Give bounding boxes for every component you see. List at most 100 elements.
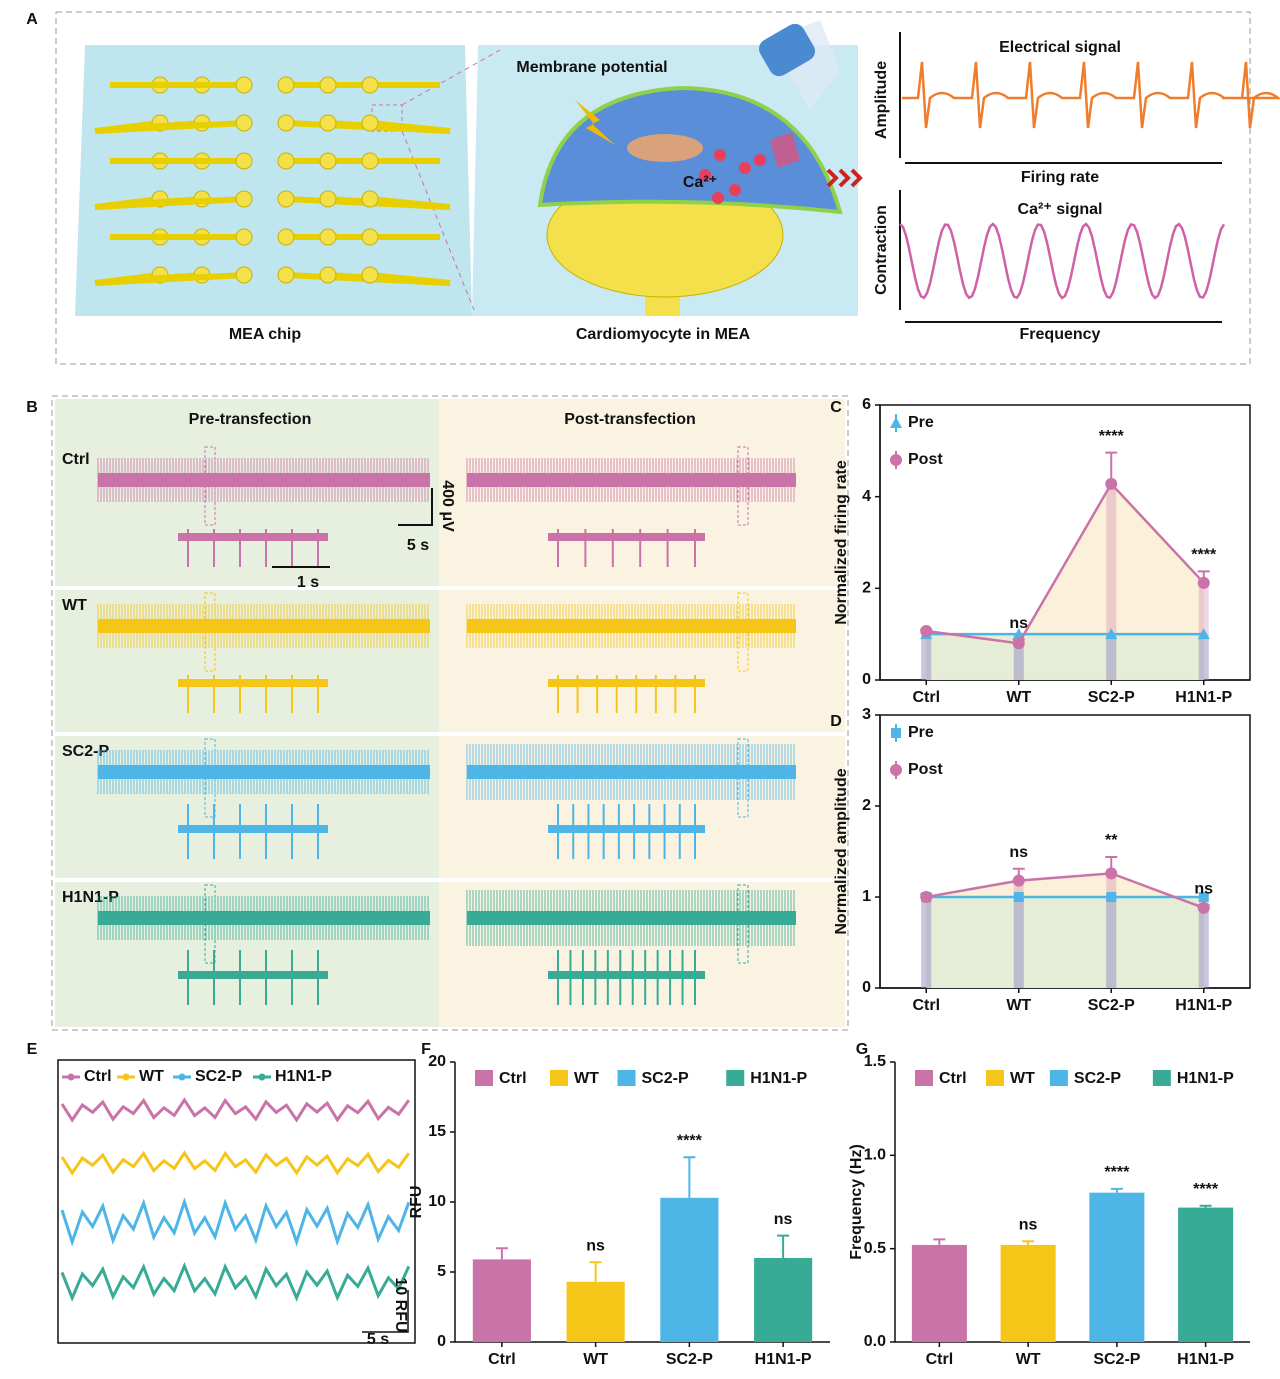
trace-band — [467, 473, 796, 487]
legend-label: H1N1-P — [275, 1068, 332, 1085]
area — [926, 483, 1204, 680]
x-tick-label: Ctrl — [912, 997, 940, 1014]
lightning — [575, 100, 615, 145]
y-tick-label: 1.0 — [864, 1147, 886, 1164]
significance: **** — [1104, 1164, 1130, 1181]
marker — [1197, 901, 1210, 914]
legend-label: Post — [908, 451, 943, 468]
significance: **** — [1191, 547, 1217, 564]
x-tick-label: H1N1-P — [1175, 997, 1232, 1014]
legend-label: Pre — [908, 724, 934, 741]
thin-bar — [1013, 634, 1024, 680]
scale-label: 1 s — [297, 574, 319, 591]
chip-pad — [235, 152, 253, 170]
marker — [891, 728, 901, 738]
inset-band — [548, 971, 705, 979]
group-label: H1N1-P — [62, 889, 119, 906]
calcium-ion — [712, 192, 724, 204]
annotation: Ca²⁺ signal — [1018, 201, 1103, 218]
marker — [890, 417, 902, 428]
bar — [754, 1258, 813, 1342]
chip-pad — [361, 228, 379, 246]
legend-swatch — [617, 1070, 636, 1086]
legend-swatch — [986, 1070, 1004, 1086]
chip-trace — [94, 272, 245, 286]
chip-pad — [235, 114, 253, 132]
y-tick-label: 0 — [862, 979, 871, 996]
error-bar — [495, 1247, 508, 1260]
y-axis-label: Normalized firing rate — [833, 460, 850, 625]
inset-band — [178, 679, 328, 687]
panel-letter: E — [27, 1041, 38, 1058]
nucleus — [627, 134, 703, 162]
bar — [566, 1281, 625, 1342]
y-axis-label: Normalized amplitude — [833, 768, 850, 934]
marker — [1106, 892, 1117, 902]
marker — [1197, 576, 1210, 589]
thin-bar — [921, 897, 932, 988]
marker — [1105, 867, 1118, 880]
legend-label: Pre — [908, 414, 934, 431]
bar — [660, 1197, 719, 1342]
legend-label: H1N1-P — [750, 1070, 807, 1087]
scale-bar — [362, 1290, 409, 1333]
chip-pad — [277, 228, 295, 246]
bar — [1000, 1244, 1056, 1342]
area — [926, 634, 1204, 680]
line — [926, 481, 1205, 645]
chip-pad — [361, 190, 379, 208]
y-axis-label: RFU — [408, 1186, 425, 1219]
inset-spikes — [187, 529, 319, 567]
marker — [1197, 628, 1210, 640]
y-tick-label: 0 — [437, 1333, 446, 1350]
x-tick-label: H1N1-P — [755, 1351, 812, 1368]
annotation: Ca²⁺ — [683, 174, 717, 191]
bar — [1178, 1207, 1234, 1342]
chip-pad — [277, 266, 295, 284]
y-tick-label: 0.5 — [864, 1240, 886, 1257]
y-tick-label: 4 — [862, 488, 871, 505]
legend-swatch — [475, 1070, 493, 1086]
x-tick-label: Ctrl — [912, 689, 940, 706]
chip-trace — [94, 120, 245, 134]
x-tick-label: H1N1-P — [1177, 1351, 1234, 1368]
thin-bar — [1106, 873, 1117, 988]
thin-bar — [1013, 643, 1024, 680]
highlight-box — [737, 592, 749, 672]
calcium-ion — [739, 162, 751, 174]
x-tick-label: WT — [1016, 1351, 1041, 1368]
chip-pad — [319, 76, 337, 94]
thin-bar — [1106, 634, 1117, 680]
chip-trace — [369, 272, 451, 286]
chip-pad — [319, 228, 337, 246]
legend-label: H1N1-P — [1177, 1070, 1234, 1087]
thin-bar — [921, 897, 932, 988]
inset-spikes — [557, 950, 696, 1005]
chip-pad — [277, 190, 295, 208]
y-tick-label: 6 — [862, 396, 871, 413]
area — [926, 897, 1204, 988]
x-tick-label: WT — [583, 1351, 608, 1368]
legend-marker — [122, 1073, 130, 1081]
chip-pad — [319, 266, 337, 284]
marker — [890, 454, 902, 466]
chip-trace — [94, 196, 245, 210]
panel-a-frame — [55, 11, 1251, 365]
electrical-wave — [902, 61, 1280, 129]
marker — [1198, 892, 1209, 902]
marker — [1012, 637, 1025, 650]
panel-a-art — [75, 20, 1222, 323]
inset-band — [178, 971, 328, 979]
legend-label: SC2-P — [1074, 1070, 1121, 1087]
inset-spikes — [187, 950, 319, 1005]
panel-letter: G — [856, 1041, 868, 1058]
inset-band — [178, 825, 328, 833]
thin-bar — [1106, 897, 1117, 988]
error-bar — [683, 1156, 696, 1198]
annotation: Frequency — [1020, 326, 1101, 343]
x-tick-label: SC2-P — [666, 1351, 713, 1368]
legend-marker — [178, 1073, 186, 1081]
y-tick-label: 3 — [862, 706, 871, 723]
row-separator — [55, 732, 845, 736]
calcium-wave — [899, 222, 1226, 300]
